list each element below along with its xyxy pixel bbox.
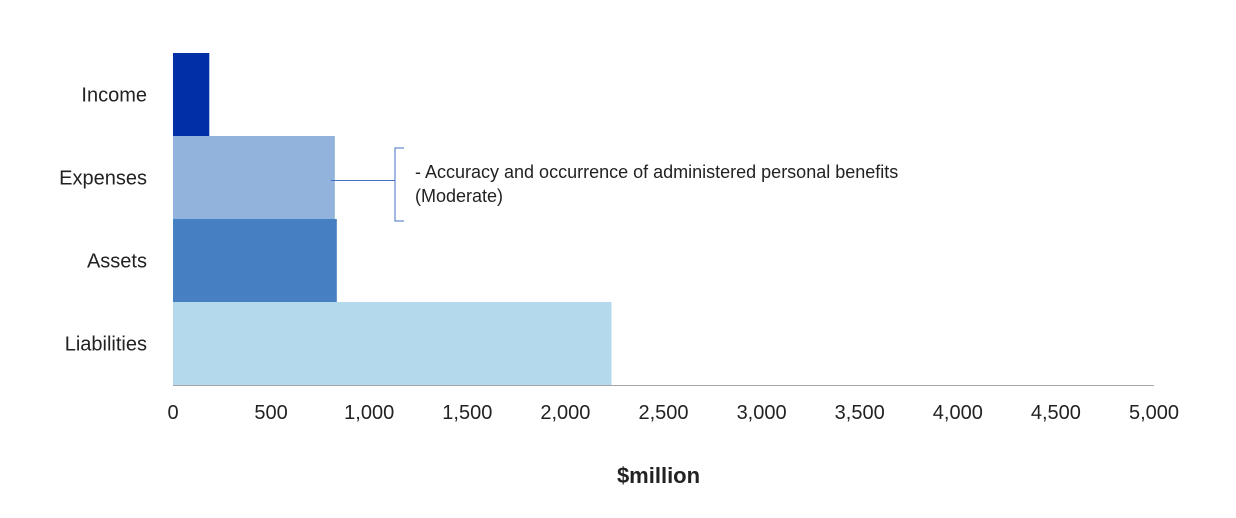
x-tick-label: 1,500 [442,402,492,424]
x-tick-label: 4,000 [933,402,983,424]
bar-income [173,53,210,136]
x-tick-label: 2,000 [540,402,590,424]
bar-expenses [173,136,335,219]
x-tick-label: 5,000 [1129,402,1179,424]
category-label-expenses: Expenses [59,168,147,190]
x-tick-labels: 0 500 1,000 1,500 2,000 2,500 3,000 3,500 4,000 4… [167,402,1179,424]
x-axis-title: $million [617,463,700,488]
x-tick-label: 1,000 [344,402,394,424]
annotation-callout: - Accuracy and occurrence of administere… [330,147,898,222]
x-tick-label: 2,500 [638,402,688,424]
annotation-text-line-2: (Moderate) [415,186,503,206]
bar-assets [173,219,337,302]
category-label-liabilities: Liabilities [65,334,147,356]
x-tick-label: 3,500 [835,402,885,424]
x-tick-label: 0 [167,402,178,424]
x-tick-label: 500 [254,402,287,424]
category-labels: Income Expenses Assets Liabilities [59,85,147,356]
category-label-assets: Assets [87,251,147,273]
x-tick-label: 4,500 [1031,402,1081,424]
bar-liabilities [173,302,612,385]
annotation-bracket [394,147,404,222]
x-tick-label: 3,000 [737,402,787,424]
category-label-income: Income [81,85,147,107]
bars-layer [173,53,612,385]
annotation-text-line-1: - Accuracy and occurrence of administere… [415,162,898,182]
